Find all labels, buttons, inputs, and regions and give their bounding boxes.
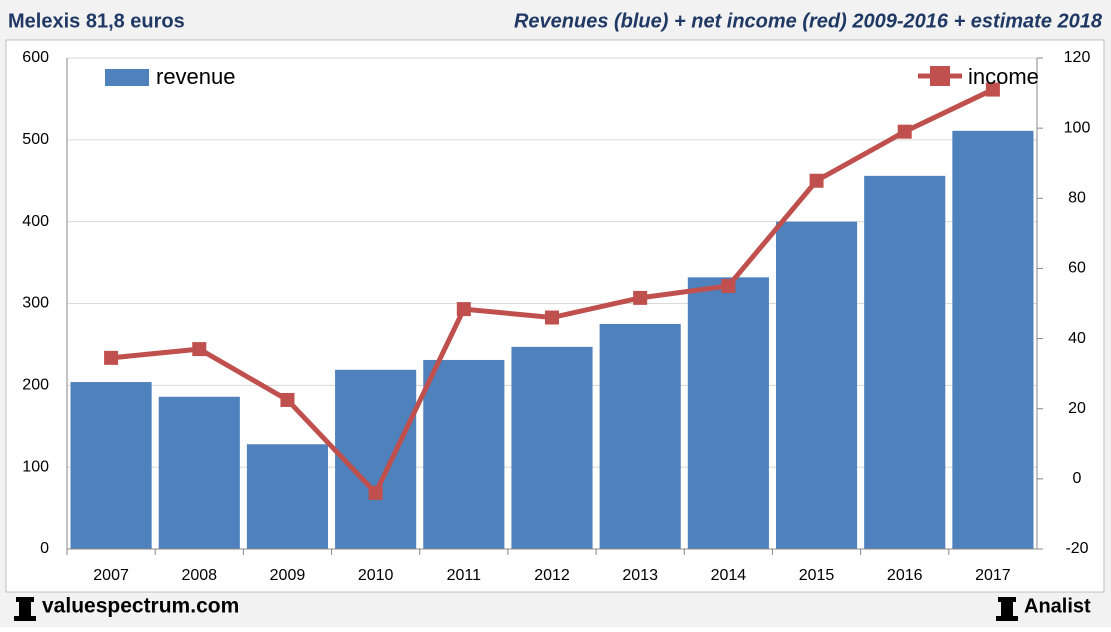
bar: [599, 323, 681, 549]
y-tick-label: 100: [22, 458, 49, 475]
bar: [70, 382, 152, 549]
x-tick-label: 2009: [270, 567, 306, 584]
footer-right: Analist: [1024, 595, 1091, 617]
y-tick-label: 500: [22, 131, 49, 148]
legend-swatch: [105, 69, 149, 86]
legend-swatch: [930, 66, 950, 86]
x-tick-label: 2007: [93, 567, 129, 584]
bar: [687, 277, 769, 549]
point: [456, 302, 471, 317]
x-tick-label: 2016: [887, 567, 923, 584]
y2-tick-label: 40: [1068, 330, 1086, 347]
point: [721, 278, 736, 293]
y-tick-label: 200: [22, 377, 49, 394]
y2-tick-label: 0: [1073, 470, 1082, 487]
y2-tick-label: 80: [1068, 190, 1086, 207]
point: [280, 392, 295, 407]
point: [104, 350, 119, 365]
y2-tick-label: 120: [1064, 49, 1091, 66]
x-tick-label: 2017: [975, 567, 1011, 584]
chart-title: Melexis 81,8 euros: [8, 10, 185, 32]
y2-tick-label: 20: [1068, 400, 1086, 417]
chart-subtitle: Revenues (blue) + net income (red) 2009-…: [514, 10, 1103, 32]
point: [545, 310, 559, 325]
point: [985, 82, 1000, 97]
y-tick-label: 600: [22, 49, 49, 66]
rook-icon: [14, 597, 36, 621]
point: [897, 124, 912, 139]
y-tick-label: 0: [40, 540, 49, 557]
bar: [511, 346, 593, 549]
bar: [246, 444, 329, 549]
legend-label: income: [968, 64, 1039, 89]
point: [633, 290, 648, 305]
x-tick-label: 2012: [534, 567, 570, 584]
y2-tick-label: 60: [1068, 260, 1086, 277]
x-tick-label: 2011: [447, 567, 482, 584]
bar: [158, 396, 240, 549]
x-tick-label: 2013: [622, 567, 658, 584]
point: [368, 485, 383, 500]
x-tick-label: 2010: [358, 567, 394, 584]
x-tick-label: 2015: [799, 567, 835, 584]
y2-tick-label: 100: [1064, 119, 1091, 136]
footer-left: valuespectrum.com: [42, 595, 239, 618]
bar: [952, 130, 1034, 549]
bar: [335, 369, 417, 549]
point: [192, 342, 207, 357]
y-tick-label: 400: [22, 213, 49, 230]
y2-tick-label: -20: [1065, 540, 1088, 557]
x-tick-label: 2014: [711, 567, 747, 584]
bar: [775, 221, 858, 549]
y-tick-label: 300: [22, 295, 49, 312]
bar: [423, 359, 505, 549]
point: [809, 173, 824, 188]
x-tick-label: 2008: [181, 567, 217, 584]
rook-icon: [996, 597, 1018, 621]
legend-label: revenue: [156, 64, 236, 89]
bar: [864, 175, 946, 549]
